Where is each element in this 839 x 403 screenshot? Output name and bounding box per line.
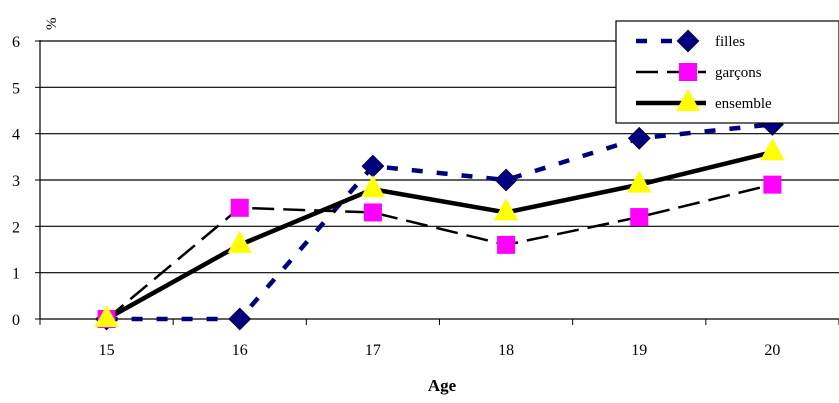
x-tick-label: 16 — [232, 342, 248, 359]
y-tick-label: 4 — [12, 127, 20, 144]
data-point-1-1 — [231, 199, 249, 217]
x-tick-label: 15 — [99, 342, 115, 359]
y-tick-label: 1 — [12, 266, 20, 283]
x-tick-label: 18 — [498, 342, 514, 359]
legend-label-1: garçons — [715, 65, 762, 81]
y-axis-unit-label: % — [44, 18, 60, 31]
legend-label-2: ensemble — [715, 96, 772, 112]
y-tick-label: 5 — [12, 80, 20, 97]
x-tick-label: 19 — [631, 342, 647, 359]
y-tick-label: 0 — [12, 312, 20, 329]
data-point-1-4 — [630, 208, 648, 226]
x-tick-label: 17 — [365, 342, 381, 359]
y-tick-label: 2 — [12, 219, 20, 236]
y-tick-label: 6 — [12, 34, 20, 51]
y-tick-label: 3 — [12, 173, 20, 190]
data-point-1-3 — [497, 236, 515, 254]
x-axis-title: Age — [428, 376, 457, 395]
data-point-1-5 — [763, 176, 781, 194]
legend: filles garçons ensemble — [616, 21, 839, 123]
legend-marker-1 — [679, 63, 697, 81]
legend-label-0: filles — [715, 34, 745, 50]
data-point-1-2 — [364, 203, 382, 221]
x-tick-label: 20 — [764, 342, 780, 359]
